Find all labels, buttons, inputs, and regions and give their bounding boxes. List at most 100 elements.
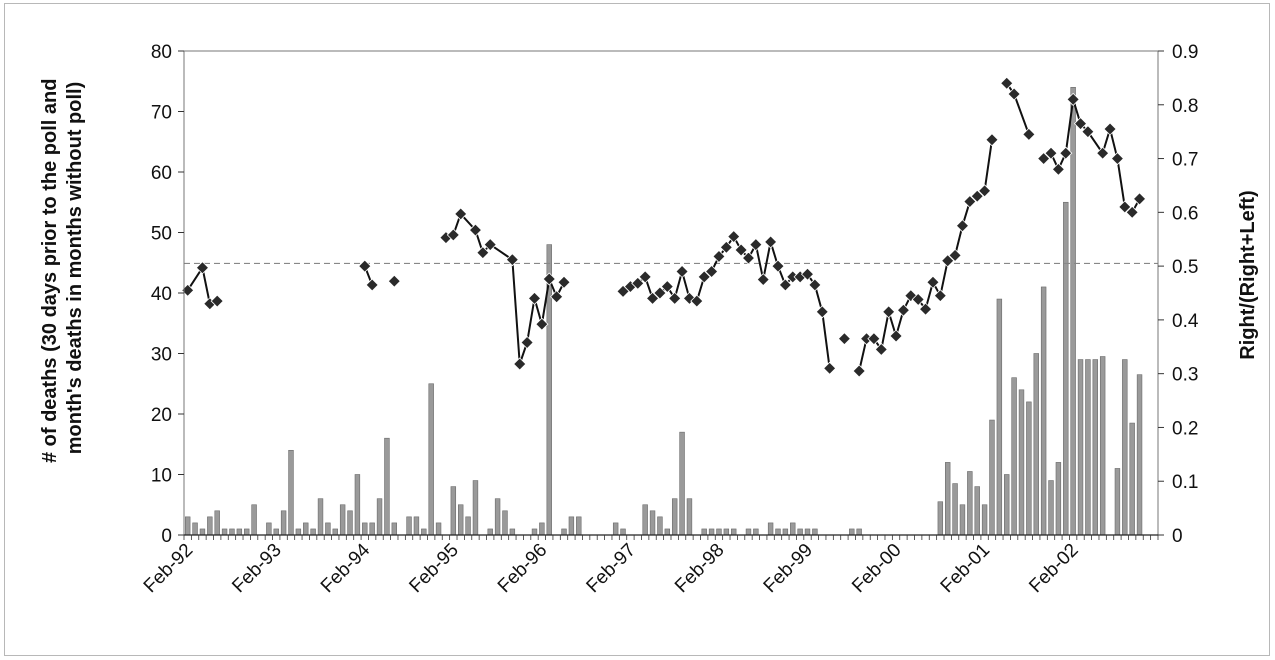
point-65 [955, 219, 970, 233]
bar-26 [376, 498, 383, 536]
point-58 [904, 289, 918, 303]
point-61 [926, 275, 940, 289]
point-3 [210, 294, 224, 308]
point-31 [690, 294, 704, 308]
point-60 [919, 302, 933, 316]
bar-76 [745, 528, 752, 536]
bar-90 [849, 528, 855, 536]
point-15 [520, 335, 534, 350]
bar-2 [199, 528, 206, 536]
bar-14 [288, 449, 294, 536]
bar-48 [539, 522, 545, 536]
point-48 [815, 305, 829, 319]
bar-51 [561, 528, 567, 536]
point-83 [1118, 200, 1132, 214]
x-tick-label-4: Feb-96 [494, 540, 551, 597]
right-axis-tick-labels: 0 0.1 0.2 0.3 0.4 0.5 0.6 0.7 0.8 0.9 [1172, 42, 1199, 547]
bar-83 [797, 528, 803, 536]
bar-47 [531, 528, 538, 536]
bar-112 [1011, 377, 1017, 536]
bar-43 [502, 510, 508, 536]
point-70 [1000, 76, 1014, 90]
point-74 [1044, 146, 1058, 160]
bar-63 [649, 510, 656, 536]
x-axis-tick-labels: Feb-92 Feb-93 Feb-94 Feb-95 Feb-96 Feb-97 Feb-… [140, 539, 1083, 597]
bar-4 [214, 510, 220, 536]
point-34 [712, 249, 726, 263]
bar-72 [716, 528, 722, 536]
axes [178, 50, 1164, 540]
bar-9 [251, 504, 257, 536]
bar-11 [266, 522, 272, 536]
point-79 [1081, 125, 1095, 139]
bar-33 [428, 383, 434, 536]
point-53 [867, 332, 881, 346]
point-23 [631, 276, 645, 290]
bar-120 [1070, 87, 1076, 536]
point-26 [653, 286, 667, 300]
point-11 [476, 246, 490, 260]
point-25 [645, 291, 660, 305]
bar-31 [413, 516, 420, 536]
left-tick-label-3: 30 [151, 345, 172, 366]
left-axis-title-line-1: # of deaths (30 days prior to the poll a… [39, 79, 61, 464]
bar-77 [753, 528, 759, 536]
bar-7 [236, 528, 243, 536]
bar-107 [974, 486, 980, 536]
bar-114 [1026, 401, 1032, 536]
bar-52 [568, 516, 575, 536]
bar-21 [339, 504, 346, 536]
point-41 [764, 235, 778, 249]
bar-1 [192, 522, 198, 536]
point-56 [889, 329, 903, 343]
bar-70 [701, 528, 707, 536]
point-30 [682, 291, 697, 305]
point-51 [852, 364, 866, 378]
point-67 [970, 189, 984, 203]
bar-37 [457, 504, 464, 536]
bar-23 [354, 474, 361, 536]
bar-122 [1085, 359, 1091, 536]
point-18 [542, 272, 556, 286]
bar-84 [804, 528, 811, 536]
bar-110 [996, 298, 1003, 536]
bar-80 [775, 528, 781, 536]
point-54 [874, 342, 888, 357]
point-47 [808, 278, 822, 292]
bar-13 [280, 510, 287, 536]
point-28 [668, 291, 682, 305]
left-tick-label-7: 70 [151, 103, 172, 124]
point-0 [181, 283, 195, 297]
bar-105 [959, 504, 966, 536]
bar-44 [509, 528, 516, 536]
bar-53 [576, 516, 582, 536]
x-tick-label-5: Feb-97 [583, 540, 640, 597]
point-10 [468, 223, 483, 237]
bar-113 [1018, 389, 1025, 536]
bar-19 [325, 522, 331, 536]
bar-71 [708, 528, 715, 536]
bar-111 [1004, 474, 1010, 536]
bar-15 [295, 528, 302, 536]
bar-65 [664, 528, 671, 536]
point-12 [483, 238, 497, 252]
bar-41 [487, 528, 493, 536]
point-77 [1066, 92, 1080, 106]
point-85 [1132, 192, 1147, 206]
line-segment-6 [858, 139, 993, 372]
point-62 [933, 289, 947, 303]
right-axis-title: Right/(Right+Left) [1237, 190, 1259, 359]
left-axis-tick-labels: 0 10 20 30 40 50 60 70 80 [151, 42, 172, 547]
bar-127 [1122, 359, 1128, 536]
right-tick-label-4: 0.4 [1172, 311, 1199, 332]
bar-104 [952, 483, 958, 536]
x-tick-label-6: Feb-98 [671, 540, 728, 597]
point-9 [454, 207, 468, 221]
bar-73 [723, 528, 730, 536]
x-tick-label-7: Feb-99 [760, 540, 817, 597]
bar-81 [782, 528, 789, 536]
bar-102 [937, 501, 944, 536]
right-tick-label-5: 0.5 [1172, 257, 1198, 278]
point-6 [387, 274, 401, 288]
